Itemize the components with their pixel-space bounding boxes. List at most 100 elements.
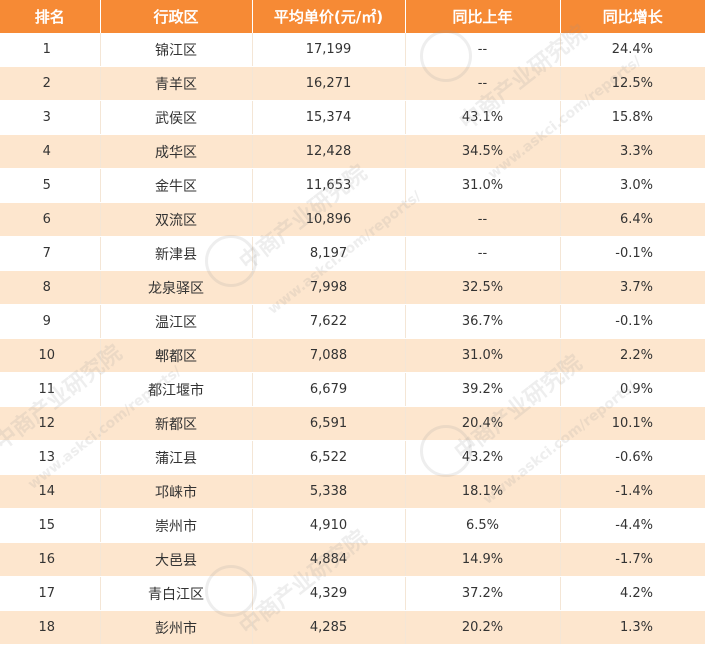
header-year-on-year: 同比上年 [405, 0, 561, 33]
yoy-cell: -- [405, 66, 561, 101]
district-cell: 龙泉驿区 [100, 270, 253, 305]
district-cell: 崇州市 [100, 508, 253, 543]
district-cell: 邛崃市 [100, 474, 253, 509]
district-cell: 郫都区 [100, 338, 253, 373]
yoy-cell: 6.5% [405, 508, 561, 543]
district-cell: 都江堰市 [100, 372, 253, 407]
yoy-cell: 43.1% [405, 100, 561, 135]
table-row: 9 温江区 7,622 36.7% -0.1% [0, 304, 705, 339]
district-cell: 金牛区 [100, 168, 253, 203]
yoy-cell: 43.2% [405, 440, 561, 475]
yoy-cell: 31.0% [405, 338, 561, 373]
header-growth: 同比增长 [560, 0, 705, 33]
table-row: 13 蒲江县 6,522 43.2% -0.6% [0, 440, 705, 475]
table-row: 16 大邑县 4,884 14.9% -1.7% [0, 542, 705, 577]
rank-cell: 4 [0, 134, 101, 169]
growth-cell: 3.7% [560, 270, 705, 305]
price-cell: 4,884 [252, 542, 406, 577]
price-cell: 11,653 [252, 168, 406, 203]
rank-cell: 16 [0, 542, 101, 577]
district-cell: 大邑县 [100, 542, 253, 577]
price-cell: 6,679 [252, 372, 406, 407]
rank-cell: 3 [0, 100, 101, 135]
district-cell: 青羊区 [100, 66, 253, 101]
price-cell: 10,896 [252, 202, 406, 237]
price-cell: 8,197 [252, 236, 406, 271]
district-cell: 成华区 [100, 134, 253, 169]
growth-cell: 6.4% [560, 202, 705, 237]
rank-cell: 5 [0, 168, 101, 203]
rank-cell: 2 [0, 66, 101, 101]
rank-cell: 11 [0, 372, 101, 407]
yoy-cell: -- [405, 236, 561, 271]
growth-cell: 3.3% [560, 134, 705, 169]
rank-cell: 14 [0, 474, 101, 509]
yoy-cell: 34.5% [405, 134, 561, 169]
yoy-cell: 36.7% [405, 304, 561, 339]
rank-cell: 1 [0, 33, 101, 67]
growth-cell: -0.6% [560, 440, 705, 475]
table-row: 4 成华区 12,428 34.5% 3.3% [0, 134, 705, 169]
yoy-cell: 18.1% [405, 474, 561, 509]
growth-cell: -0.1% [560, 236, 705, 271]
price-cell: 7,998 [252, 270, 406, 305]
growth-cell: -0.1% [560, 304, 705, 339]
price-cell: 5,338 [252, 474, 406, 509]
growth-cell: 12.5% [560, 66, 705, 101]
table-body: 1 锦江区 17,199 -- 24.4% 2 青羊区 16,271 -- 12.5% 3 武侯区 15… [0, 33, 705, 645]
table-row: 8 龙泉驿区 7,998 32.5% 3.7% [0, 270, 705, 305]
yoy-cell: -- [405, 33, 561, 67]
price-cell: 6,522 [252, 440, 406, 475]
district-cell: 温江区 [100, 304, 253, 339]
header-average-price: 平均单价(元/㎡) [252, 0, 406, 33]
yoy-cell: 31.0% [405, 168, 561, 203]
table-row: 1 锦江区 17,199 -- 24.4% [0, 33, 705, 67]
yoy-cell: 14.9% [405, 542, 561, 577]
district-cell: 双流区 [100, 202, 253, 237]
price-cell: 6,591 [252, 406, 406, 441]
rank-cell: 12 [0, 406, 101, 441]
district-cell: 新都区 [100, 406, 253, 441]
rank-cell: 10 [0, 338, 101, 373]
table-row: 5 金牛区 11,653 31.0% 3.0% [0, 168, 705, 203]
growth-cell: 0.9% [560, 372, 705, 407]
rank-cell: 13 [0, 440, 101, 475]
table-row: 7 新津县 8,197 -- -0.1% [0, 236, 705, 271]
table-row: 3 武侯区 15,374 43.1% 15.8% [0, 100, 705, 135]
rank-cell: 8 [0, 270, 101, 305]
district-cell: 蒲江县 [100, 440, 253, 475]
rank-cell: 17 [0, 576, 101, 611]
price-cell: 17,199 [252, 33, 406, 67]
table-row: 14 邛崃市 5,338 18.1% -1.4% [0, 474, 705, 509]
table-row: 15 崇州市 4,910 6.5% -4.4% [0, 508, 705, 543]
yoy-cell: 20.4% [405, 406, 561, 441]
price-cell: 7,088 [252, 338, 406, 373]
yoy-cell: 39.2% [405, 372, 561, 407]
district-cell: 锦江区 [100, 33, 253, 67]
price-cell: 4,910 [252, 508, 406, 543]
growth-cell: 10.1% [560, 406, 705, 441]
price-cell: 16,271 [252, 66, 406, 101]
growth-cell: -1.7% [560, 542, 705, 577]
table-row: 12 新都区 6,591 20.4% 10.1% [0, 406, 705, 441]
district-cell: 青白江区 [100, 576, 253, 611]
yoy-cell: 32.5% [405, 270, 561, 305]
header-district: 行政区 [100, 0, 253, 33]
yoy-cell: 37.2% [405, 576, 561, 611]
growth-cell: 3.0% [560, 168, 705, 203]
growth-cell: 24.4% [560, 33, 705, 67]
price-cell: 15,374 [252, 100, 406, 135]
district-cell: 新津县 [100, 236, 253, 271]
rank-cell: 7 [0, 236, 101, 271]
growth-cell: 4.2% [560, 576, 705, 611]
rank-cell: 15 [0, 508, 101, 543]
price-cell: 4,329 [252, 576, 406, 611]
growth-cell: -1.4% [560, 474, 705, 509]
rank-cell: 9 [0, 304, 101, 339]
growth-cell: 2.2% [560, 338, 705, 373]
table-row: 6 双流区 10,896 -- 6.4% [0, 202, 705, 237]
price-cell: 7,622 [252, 304, 406, 339]
table-row: 17 青白江区 4,329 37.2% 4.2% [0, 576, 705, 611]
